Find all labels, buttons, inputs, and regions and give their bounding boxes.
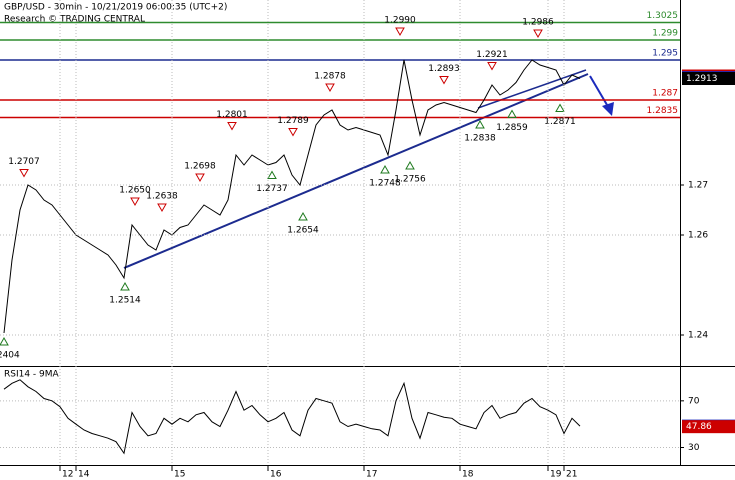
y-tick-label: 1.26 <box>688 231 708 241</box>
annotation-label: 1.2404 <box>0 351 20 361</box>
chart-title: GBP/USD - 30min - 10/21/2019 06:00:35 (U… <box>4 3 227 13</box>
y-tick-label: 1.24 <box>688 331 708 341</box>
annotation-label: 1.2789 <box>277 116 309 126</box>
high-marker <box>130 197 140 207</box>
level-label: 1.299 <box>652 29 678 39</box>
x-tick-label: 15 <box>174 470 185 480</box>
y-tick-label: 1.27 <box>688 181 708 191</box>
level-label: 1.3025 <box>647 11 679 21</box>
annotation-label: 1.2756 <box>394 175 426 185</box>
high-marker <box>288 128 298 137</box>
price-box-label: 47.86 <box>686 422 712 432</box>
high-marker <box>157 203 167 213</box>
price-line <box>3 379 581 455</box>
low-marker <box>380 164 390 174</box>
forecast-arrow <box>589 75 611 111</box>
price-box <box>682 72 735 85</box>
annotation-label: 1.2921 <box>476 50 508 60</box>
level-label: 1.295 <box>652 49 678 59</box>
high-marker <box>325 83 335 93</box>
annotation-label: 1.2638 <box>146 192 178 202</box>
annotation-label: 1.2801 <box>216 110 248 120</box>
high-marker <box>395 27 405 37</box>
annotation-label: 1.2878 <box>314 72 346 82</box>
low-marker <box>267 170 277 179</box>
x-tick-label: 19 <box>550 470 562 480</box>
trend-line <box>123 73 589 269</box>
x-tick-label: 14 <box>78 470 90 480</box>
x-tick-label: 12 <box>62 470 73 480</box>
x-tick-label: 21 <box>566 470 577 480</box>
annotation-label: 1.2859 <box>496 123 528 133</box>
low-marker <box>405 160 415 170</box>
low-marker <box>507 109 517 118</box>
annotation-label: 1.2698 <box>184 162 216 172</box>
high-marker <box>439 76 449 85</box>
high-marker <box>19 169 29 178</box>
annotation-label: 1.2871 <box>544 117 576 127</box>
low-marker <box>475 119 485 129</box>
annotation-label: 1.2514 <box>109 296 141 306</box>
low-marker <box>555 103 565 112</box>
x-tick-label: 18 <box>462 470 474 480</box>
low-marker <box>120 281 130 291</box>
price-box <box>682 420 735 434</box>
price-box-label: 1.2913 <box>686 74 718 84</box>
forecast-arrow-head <box>602 102 614 116</box>
rsi-title: RSI14 - 9MA <box>4 370 60 380</box>
annotation-label: 1.2650 <box>119 186 151 196</box>
level-label: 1.287 <box>652 89 678 99</box>
annotation-label: 1.2986 <box>522 18 554 28</box>
annotation-label: 1.2748 <box>369 179 401 189</box>
y-tick-label: 30 <box>688 443 700 453</box>
y-tick-label: 70 <box>688 396 700 406</box>
annotation-label: 1.2893 <box>428 64 460 74</box>
x-tick-label: 17 <box>366 470 377 480</box>
low-marker <box>0 336 9 346</box>
trend-line <box>477 69 587 109</box>
chart-subtitle: Research © TRADING CENTRAL <box>4 15 145 25</box>
level-label: 1.2835 <box>647 106 679 116</box>
annotation-label: 1.2707 <box>8 157 40 167</box>
high-marker <box>195 173 205 183</box>
high-marker <box>227 122 237 131</box>
low-marker <box>298 211 308 221</box>
high-marker <box>487 62 497 71</box>
annotation-label: 1.2990 <box>384 16 416 26</box>
high-marker <box>533 29 543 39</box>
annotation-label: 1.2838 <box>464 134 496 144</box>
annotation-label: 1.2654 <box>287 226 319 236</box>
price-line <box>3 59 581 334</box>
annotation-label: 1.2737 <box>256 184 288 194</box>
x-tick-label: 16 <box>270 470 282 480</box>
